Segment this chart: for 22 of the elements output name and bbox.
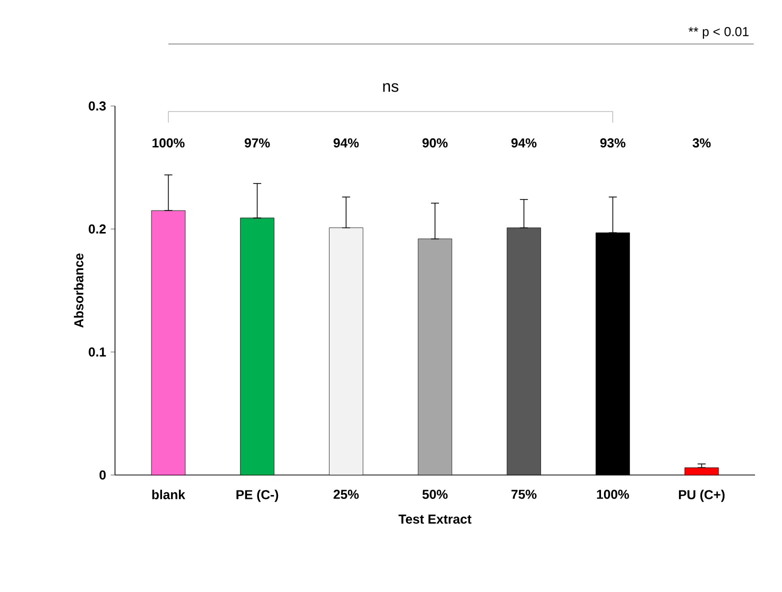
annotation: 90% xyxy=(422,138,448,148)
annotation: 94% xyxy=(511,138,536,148)
annotation: 97% xyxy=(244,138,270,148)
x-tick-label: 25% xyxy=(334,490,359,499)
x-axis-title: Test Extract xyxy=(398,514,472,524)
x-tick-label: blank xyxy=(152,490,186,500)
annotation: 94% xyxy=(334,138,359,148)
y-tick-label: 0.3 xyxy=(88,101,106,111)
x-tick-label: 75% xyxy=(511,490,536,499)
text: ns xyxy=(383,83,398,92)
y-tick-label: 0.1 xyxy=(88,347,106,357)
y-tick-label: 0.2 xyxy=(88,224,106,234)
annotation: 3% xyxy=(692,138,711,148)
x-tick-label: PU (C+) xyxy=(678,490,725,502)
x-tick-label: PE (C-) xyxy=(236,490,278,502)
x-tick-label: 50% xyxy=(422,490,448,499)
text: ** p < 0.01 xyxy=(688,27,749,39)
annotation: 93% xyxy=(600,138,626,148)
y-tick-label: 0 xyxy=(100,470,106,480)
x-tick-label: 100% xyxy=(597,490,629,499)
y-axis-title: Absorbance xyxy=(74,254,84,328)
annotation: 100% xyxy=(152,138,185,148)
